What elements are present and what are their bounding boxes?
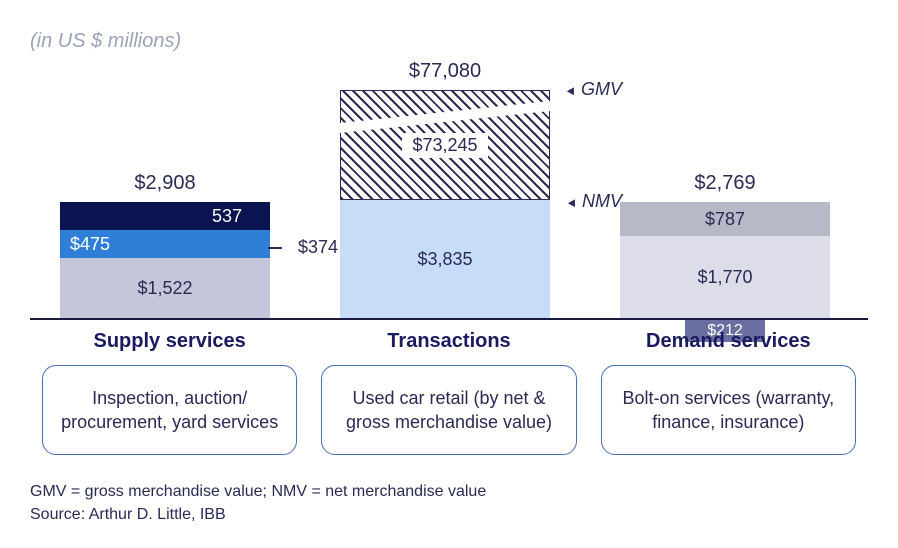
seg-supply-475: $475	[60, 230, 270, 258]
cat-desc: Inspection, auction/ procurement, yard s…	[55, 386, 284, 435]
seg-label: $3,835	[417, 249, 472, 270]
seg-label: 537	[212, 206, 242, 227]
cat-desc-box: Bolt-on services (warranty, finance, ins…	[601, 365, 856, 455]
note-gmv: GMV	[564, 79, 622, 100]
seg-label: $1,522	[137, 278, 192, 299]
cat-title: Supply services	[30, 330, 309, 353]
side-val-374: $374	[298, 237, 338, 258]
seg-label: $73,245	[402, 133, 487, 158]
tick-374	[268, 247, 282, 249]
seg-trans-nmv: $3,835	[340, 200, 550, 318]
total-demand: $2,769	[620, 172, 830, 195]
cat-desc-box: Used car retail (by net & gross merchand…	[321, 365, 576, 455]
cat-desc: Used car retail (by net & gross merchand…	[334, 386, 563, 435]
cat-demand: Demand services Bolt-on services (warran…	[589, 330, 868, 455]
seg-label: $1,770	[697, 267, 752, 288]
chart-subtitle: (in US $ millions)	[30, 30, 181, 53]
seg-label: $475	[70, 234, 110, 255]
footer-line-1: GMV = gross merchandise value; NMV = net…	[30, 481, 486, 503]
chart-area: $2,908 $1,522 $475 537 $374 $77,080 $3,8…	[30, 60, 868, 320]
cat-supply: Supply services Inspection, auction/ pro…	[30, 330, 309, 455]
cat-trans: Transactions Used car retail (by net & g…	[309, 330, 588, 455]
cat-desc-box: Inspection, auction/ procurement, yard s…	[42, 365, 297, 455]
footer-line-2: Source: Arthur D. Little, IBB	[30, 504, 486, 526]
seg-demand-787: $787	[620, 202, 830, 236]
cat-title: Demand services	[589, 330, 868, 353]
cat-title: Transactions	[309, 330, 588, 353]
total-supply: $2,908	[60, 172, 270, 195]
cat-desc: Bolt-on services (warranty, finance, ins…	[614, 386, 843, 435]
total-transactions: $77,080	[340, 60, 550, 83]
seg-label: $787	[705, 209, 745, 230]
note-nmv: NMV	[565, 191, 622, 212]
seg-demand-1770: $1,770	[620, 236, 830, 318]
category-row: Supply services Inspection, auction/ pro…	[30, 330, 868, 455]
seg-supply-537: 537	[60, 202, 270, 230]
footer-notes: GMV = gross merchandise value; NMV = net…	[30, 481, 486, 526]
seg-supply-1522: $1,522	[60, 258, 270, 318]
